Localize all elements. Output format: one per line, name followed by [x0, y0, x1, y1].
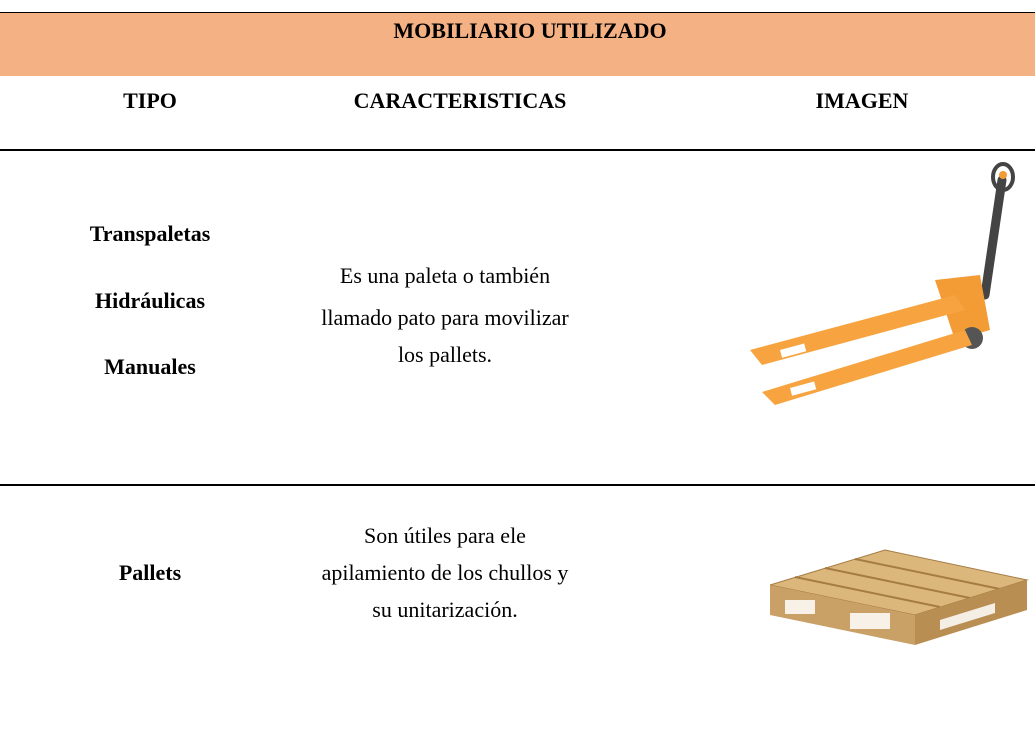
header-band — [0, 12, 1035, 76]
tipo: Hidráulicas — [94, 288, 206, 313]
tipo: Transpaletas — [89, 221, 211, 246]
rule — [0, 484, 1035, 486]
caracteristicas: llamado pato para movilizar — [321, 305, 569, 330]
caracteristicas: su unitarización. — [372, 597, 518, 622]
tipo: Manuales — [104, 354, 196, 379]
tipo: Pallets — [118, 560, 182, 585]
rule — [0, 149, 1035, 151]
pallet-jack-image — [750, 162, 1015, 405]
caracteristicas: Es una paleta o también — [339, 263, 551, 288]
column-header: IMAGEN — [815, 88, 909, 113]
caracteristicas: apilamiento de los chullos y — [321, 560, 569, 585]
caracteristicas: Son útiles para ele — [364, 523, 526, 548]
title: MOBILIARIO UTILIZADO — [393, 18, 667, 43]
pallet-image — [769, 549, 1029, 645]
caracteristicas: los pallets. — [397, 342, 493, 367]
column-header: CARACTERISTICAS — [353, 88, 567, 113]
column-header: TIPO — [123, 88, 177, 113]
